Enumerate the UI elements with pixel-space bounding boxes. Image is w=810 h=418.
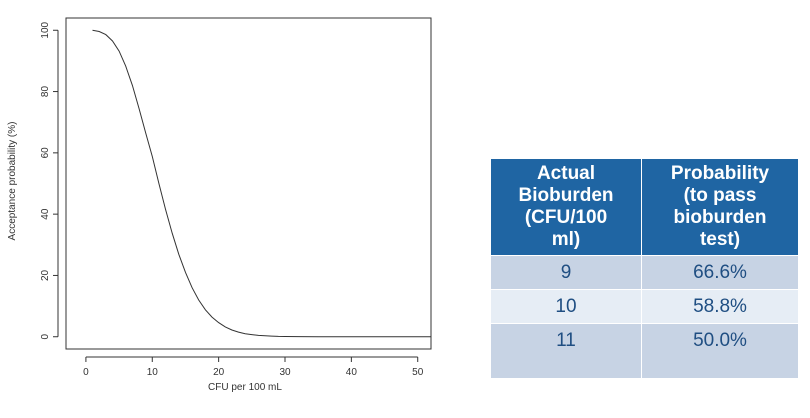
y-tick-label: 40 xyxy=(40,208,51,220)
table-cell-probability: 50.0% xyxy=(641,323,799,379)
header-probability: Probability (to pass bioburden test) xyxy=(641,158,799,256)
x-tick-label: 0 xyxy=(83,367,89,378)
y-tick-label: 20 xyxy=(40,269,51,281)
table-cell-probability: 58.8% xyxy=(641,289,799,324)
x-tick-label: 20 xyxy=(213,367,225,378)
x-tick-label: 50 xyxy=(412,367,424,378)
table-row: 9 66.6% xyxy=(490,255,799,290)
table-row: 11 50.0% xyxy=(490,323,799,379)
y-tick-label: 80 xyxy=(40,86,51,98)
bioburden-probability-table: Actual Bioburden (CFU/100 ml) Probabilit… xyxy=(490,158,799,379)
table-header-row: Actual Bioburden (CFU/100 ml) Probabilit… xyxy=(490,158,799,256)
y-tick-label: 0 xyxy=(40,334,51,340)
x-tick-label: 10 xyxy=(147,367,159,378)
table-cell-bioburden: 9 xyxy=(490,255,642,290)
header-actual-bioburden: Actual Bioburden (CFU/100 ml) xyxy=(490,158,642,256)
plot-frame xyxy=(65,17,432,350)
x-axis-title: CFU per 100 mL xyxy=(208,382,282,393)
y-tick-label: 100 xyxy=(40,21,51,38)
table-cell-bioburden: 10 xyxy=(490,289,642,324)
y-axis-title: Acceptance probability (%) xyxy=(7,122,18,241)
x-tick-label: 40 xyxy=(346,367,358,378)
axes: 0 10 20 30 40 50 0 20 40 60 80 100 xyxy=(40,21,424,378)
y-tick-label: 60 xyxy=(40,147,51,159)
table-cell-probability: 66.6% xyxy=(641,255,799,290)
acceptance-curve-line xyxy=(92,29,431,338)
table-row: 10 58.8% xyxy=(490,289,799,324)
x-tick-label: 30 xyxy=(279,367,291,378)
table-cell-bioburden: 11 xyxy=(490,323,642,379)
acceptance-probability-chart: 0 10 20 30 40 50 0 20 40 60 80 100 CFU per 100 mL A… xyxy=(7,17,432,393)
